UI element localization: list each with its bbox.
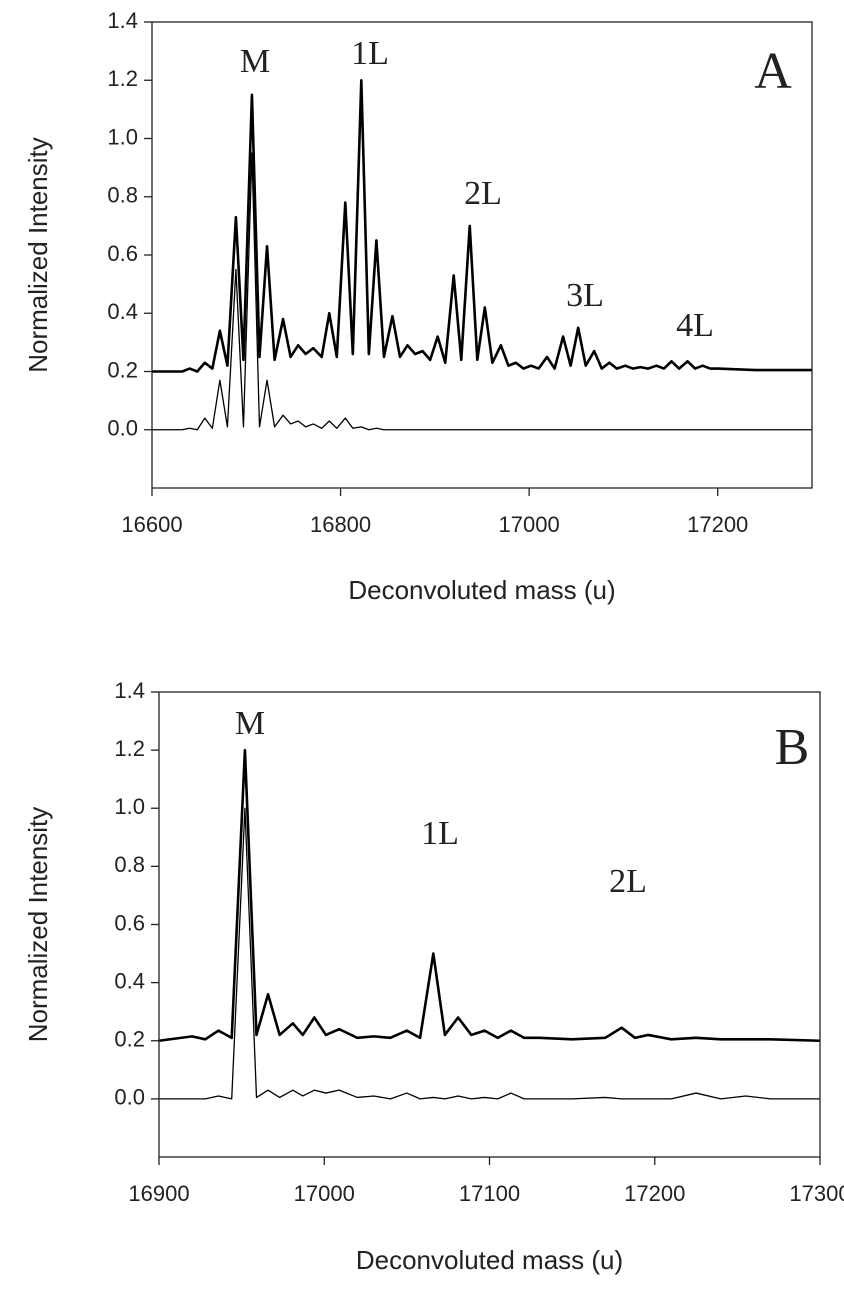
peak-annotation: 1L [351, 35, 389, 72]
panel-label: B [775, 719, 810, 776]
y-tick-label: 0.6 [107, 241, 138, 266]
x-tick-label: 16800 [310, 512, 371, 537]
y-axis-title: Normalized Intensity [23, 807, 53, 1043]
peak-annotation: M [240, 43, 270, 80]
peak-annotation: 2L [464, 175, 502, 212]
panel-label: A [754, 43, 792, 100]
y-axis-title: Normalized Intensity [23, 137, 53, 373]
spectrum-line [152, 78, 812, 373]
x-tick-label: 17100 [459, 1181, 520, 1206]
y-tick-label: 0.8 [114, 852, 145, 877]
peak-annotation: 3L [566, 277, 604, 314]
y-tick-label: 1.0 [114, 794, 145, 819]
y-tick-label: 1.0 [107, 124, 138, 149]
y-tick-label: 1.4 [114, 678, 145, 703]
plot-frame [151, 21, 813, 489]
x-tick-label: 16900 [128, 1181, 189, 1206]
x-tick-label: 17200 [687, 512, 748, 537]
y-tick-label: 0.4 [107, 299, 138, 324]
panel: 0.0 0.2 0.4 0.6 0.8 1.0 1.2 1.4 16900 17000 17100 1… [23, 678, 844, 1275]
x-tick-label: 17000 [499, 512, 560, 537]
spectrum-line [159, 807, 820, 1100]
y-tick-label: 0.8 [107, 183, 138, 208]
y-tick-label: 0.0 [114, 1085, 145, 1110]
y-tick-label: 0.6 [114, 910, 145, 935]
y-tick-label: 0.2 [107, 357, 138, 382]
y-tick-label: 1.4 [107, 8, 138, 33]
x-axis-title: Deconvoluted mass (u) [356, 1245, 623, 1275]
x-tick-label: 17000 [294, 1181, 355, 1206]
spectrum-line [152, 152, 812, 431]
peak-annotation: M [235, 705, 265, 742]
x-tick-label: 17200 [624, 1181, 685, 1206]
y-tick-label: 0.0 [107, 416, 138, 441]
peak-annotation: 4L [676, 307, 714, 344]
spectrum-line [158, 748, 821, 1043]
y-tick-label: 0.2 [114, 1027, 145, 1052]
x-tick-label: 17300 [789, 1181, 844, 1206]
peak-annotation: 2L [609, 863, 647, 900]
y-tick-label: 1.2 [107, 66, 138, 91]
panel: 0.0 0.2 0.4 0.6 0.8 1.0 1.2 1.4 16600 16800 17000 1… [23, 8, 813, 605]
y-tick-label: 0.4 [114, 968, 145, 993]
x-axis-title: Deconvoluted mass (u) [348, 575, 615, 605]
peak-annotation: 1L [421, 815, 459, 852]
y-tick-label: 1.2 [114, 736, 145, 761]
plot-frame [158, 691, 821, 1158]
x-tick-label: 16600 [121, 512, 182, 537]
